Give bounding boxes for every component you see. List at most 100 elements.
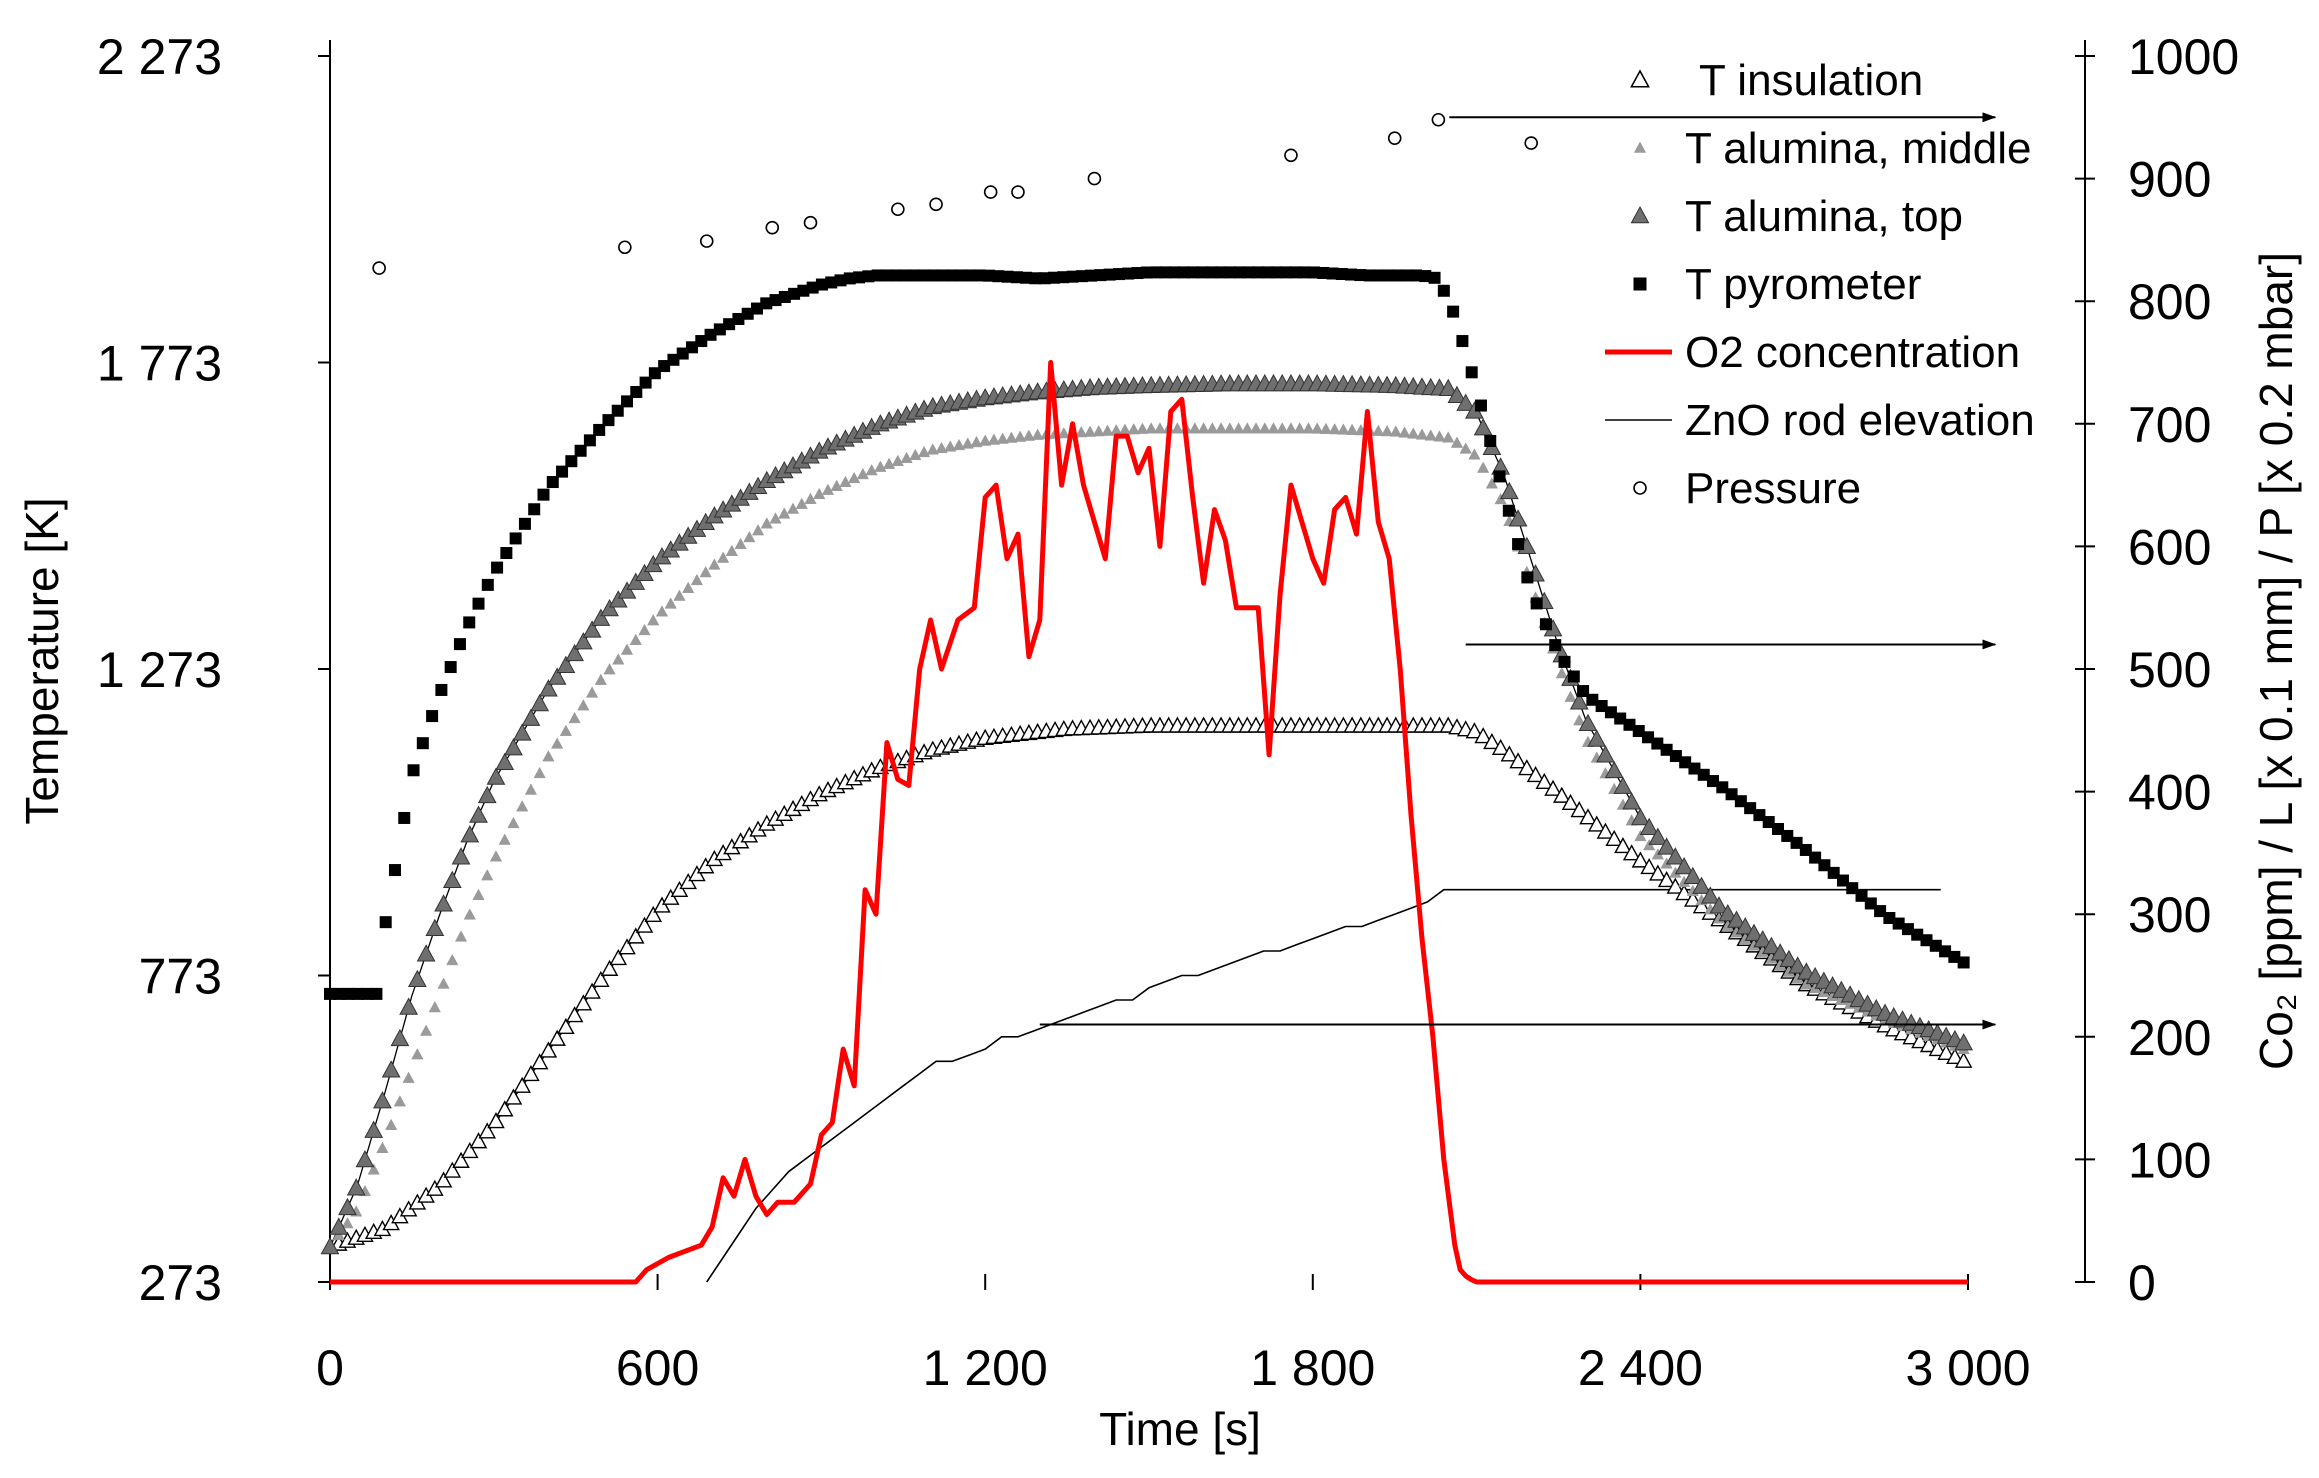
alumina-middle-marker <box>507 816 520 829</box>
pyrometer-marker <box>899 269 912 282</box>
pyrometer-marker <box>1493 470 1506 483</box>
insulation-marker <box>1553 786 1571 803</box>
alumina-middle-marker <box>673 589 686 601</box>
pyrometer-marker <box>862 270 875 283</box>
insulation-marker <box>574 994 593 1011</box>
insulation-marker <box>478 1122 497 1139</box>
pyrometer-marker <box>750 302 763 315</box>
pyrometer-marker <box>723 318 736 331</box>
y-right-tick-label: 500 <box>2128 642 2211 698</box>
pyrometer-marker <box>769 294 782 307</box>
y-left-tick-label: 2 273 <box>97 29 222 85</box>
alumina-top-marker <box>1735 917 1755 935</box>
pyrometer-marker <box>1085 269 1098 282</box>
insulation-marker <box>1561 793 1580 811</box>
alumina-middle-marker <box>1293 422 1306 434</box>
alumina-middle-marker <box>1302 422 1315 434</box>
insulation-marker <box>1640 857 1658 875</box>
alumina-middle-marker <box>769 512 782 524</box>
pyrometer-marker <box>658 360 671 373</box>
insulation-marker <box>1587 815 1606 832</box>
pyrometer-marker <box>398 811 411 824</box>
pyrometer-marker <box>1855 889 1868 902</box>
alumina-top-marker <box>1438 378 1458 397</box>
alumina-top-marker <box>1657 837 1677 855</box>
pyrometer-marker <box>1688 762 1701 775</box>
alumina-top-marker <box>451 847 471 865</box>
insulation-marker <box>1631 851 1650 868</box>
insulation-marker <box>1518 759 1536 776</box>
pyrometer-marker <box>1057 271 1070 284</box>
alumina-middle-marker <box>655 605 669 617</box>
pressure-point <box>1011 185 1025 199</box>
pressure-point <box>929 197 943 212</box>
alumina-top-marker <box>1596 745 1615 763</box>
y-right-tick-label: 800 <box>2128 274 2211 330</box>
pyrometer-marker <box>1177 266 1190 279</box>
pyrometer-marker <box>1734 795 1747 808</box>
pyrometer-marker <box>1038 272 1051 285</box>
pyrometer-marker <box>1270 266 1283 279</box>
pyrometer-marker <box>1131 267 1144 280</box>
insulation-marker <box>557 1017 575 1035</box>
pyrometer-marker <box>1707 775 1720 788</box>
pyrometer-marker <box>1447 305 1460 318</box>
alumina-middle-marker-series <box>323 422 1970 1252</box>
pyrometer-marker <box>1521 571 1534 584</box>
alumina-middle-marker <box>1127 423 1140 435</box>
pyrometer-marker <box>853 271 866 284</box>
series-o2-concentration-line <box>330 360 1968 1285</box>
pyrometer-marker <box>667 353 680 366</box>
pyrometer-marker <box>1595 700 1608 713</box>
alumina-top-marker <box>547 667 567 685</box>
pyrometer-marker <box>1530 597 1543 610</box>
alumina-middle-marker <box>1319 422 1333 434</box>
pressure-point <box>1387 131 1402 145</box>
alumina-middle-marker <box>1223 422 1236 434</box>
insulation-marker <box>565 1006 584 1023</box>
pyrometer-marker <box>463 616 476 629</box>
alumina-middle-marker <box>1284 422 1298 434</box>
pyrometer-marker <box>1883 912 1896 925</box>
pyrometer-marker <box>1604 706 1617 719</box>
alumina-middle-marker <box>926 443 939 455</box>
insulation-marker <box>679 872 697 890</box>
alumina-top-marker <box>1447 385 1467 403</box>
legend-label: T alumina, middle <box>1685 124 2031 173</box>
alumina-middle-marker <box>725 544 738 556</box>
pressure-point <box>1087 171 1102 186</box>
pyrometer-marker <box>379 916 392 929</box>
insulation-marker <box>548 1029 566 1046</box>
insulation-marker <box>688 865 706 882</box>
pyrometer-marker <box>1382 269 1395 282</box>
alumina-middle-marker <box>1241 422 1254 434</box>
alumina-middle-marker <box>1014 430 1027 442</box>
insulation-marker <box>1483 732 1501 750</box>
alumina-middle-marker <box>1267 422 1280 434</box>
alumina-middle-marker <box>917 445 931 458</box>
alumina-middle-marker <box>376 1141 389 1153</box>
alumina-middle-marker <box>542 750 555 762</box>
pyrometer-marker <box>1326 267 1339 280</box>
pyrometer-marker <box>1400 269 1413 282</box>
pyrometer-marker <box>1864 897 1877 910</box>
legend-label: T alumina, top <box>1685 192 1963 241</box>
pyrometer-marker <box>611 404 624 417</box>
alumina-top-marker <box>556 655 576 673</box>
x-tick-label: 2 400 <box>1578 1340 1703 1396</box>
pyrometer-marker <box>1679 756 1692 769</box>
alumina-middle-marker <box>743 530 756 543</box>
pressure-point <box>699 234 714 248</box>
pyrometer-marker <box>1391 269 1404 282</box>
pyrometer-marker <box>1205 266 1218 279</box>
pyrometer-marker <box>1029 272 1042 285</box>
alumina-middle-marker <box>1136 422 1149 434</box>
insulation-marker <box>1919 1036 1938 1053</box>
alumina-middle-marker <box>516 800 529 812</box>
insulation-marker <box>426 1179 444 1196</box>
alumina-middle-marker <box>402 1071 415 1083</box>
pyrometer-marker <box>1623 718 1636 731</box>
pyrometer-marker <box>565 455 578 468</box>
legend-label: T pyrometer <box>1685 260 1921 309</box>
pyrometer-marker <box>648 367 661 380</box>
